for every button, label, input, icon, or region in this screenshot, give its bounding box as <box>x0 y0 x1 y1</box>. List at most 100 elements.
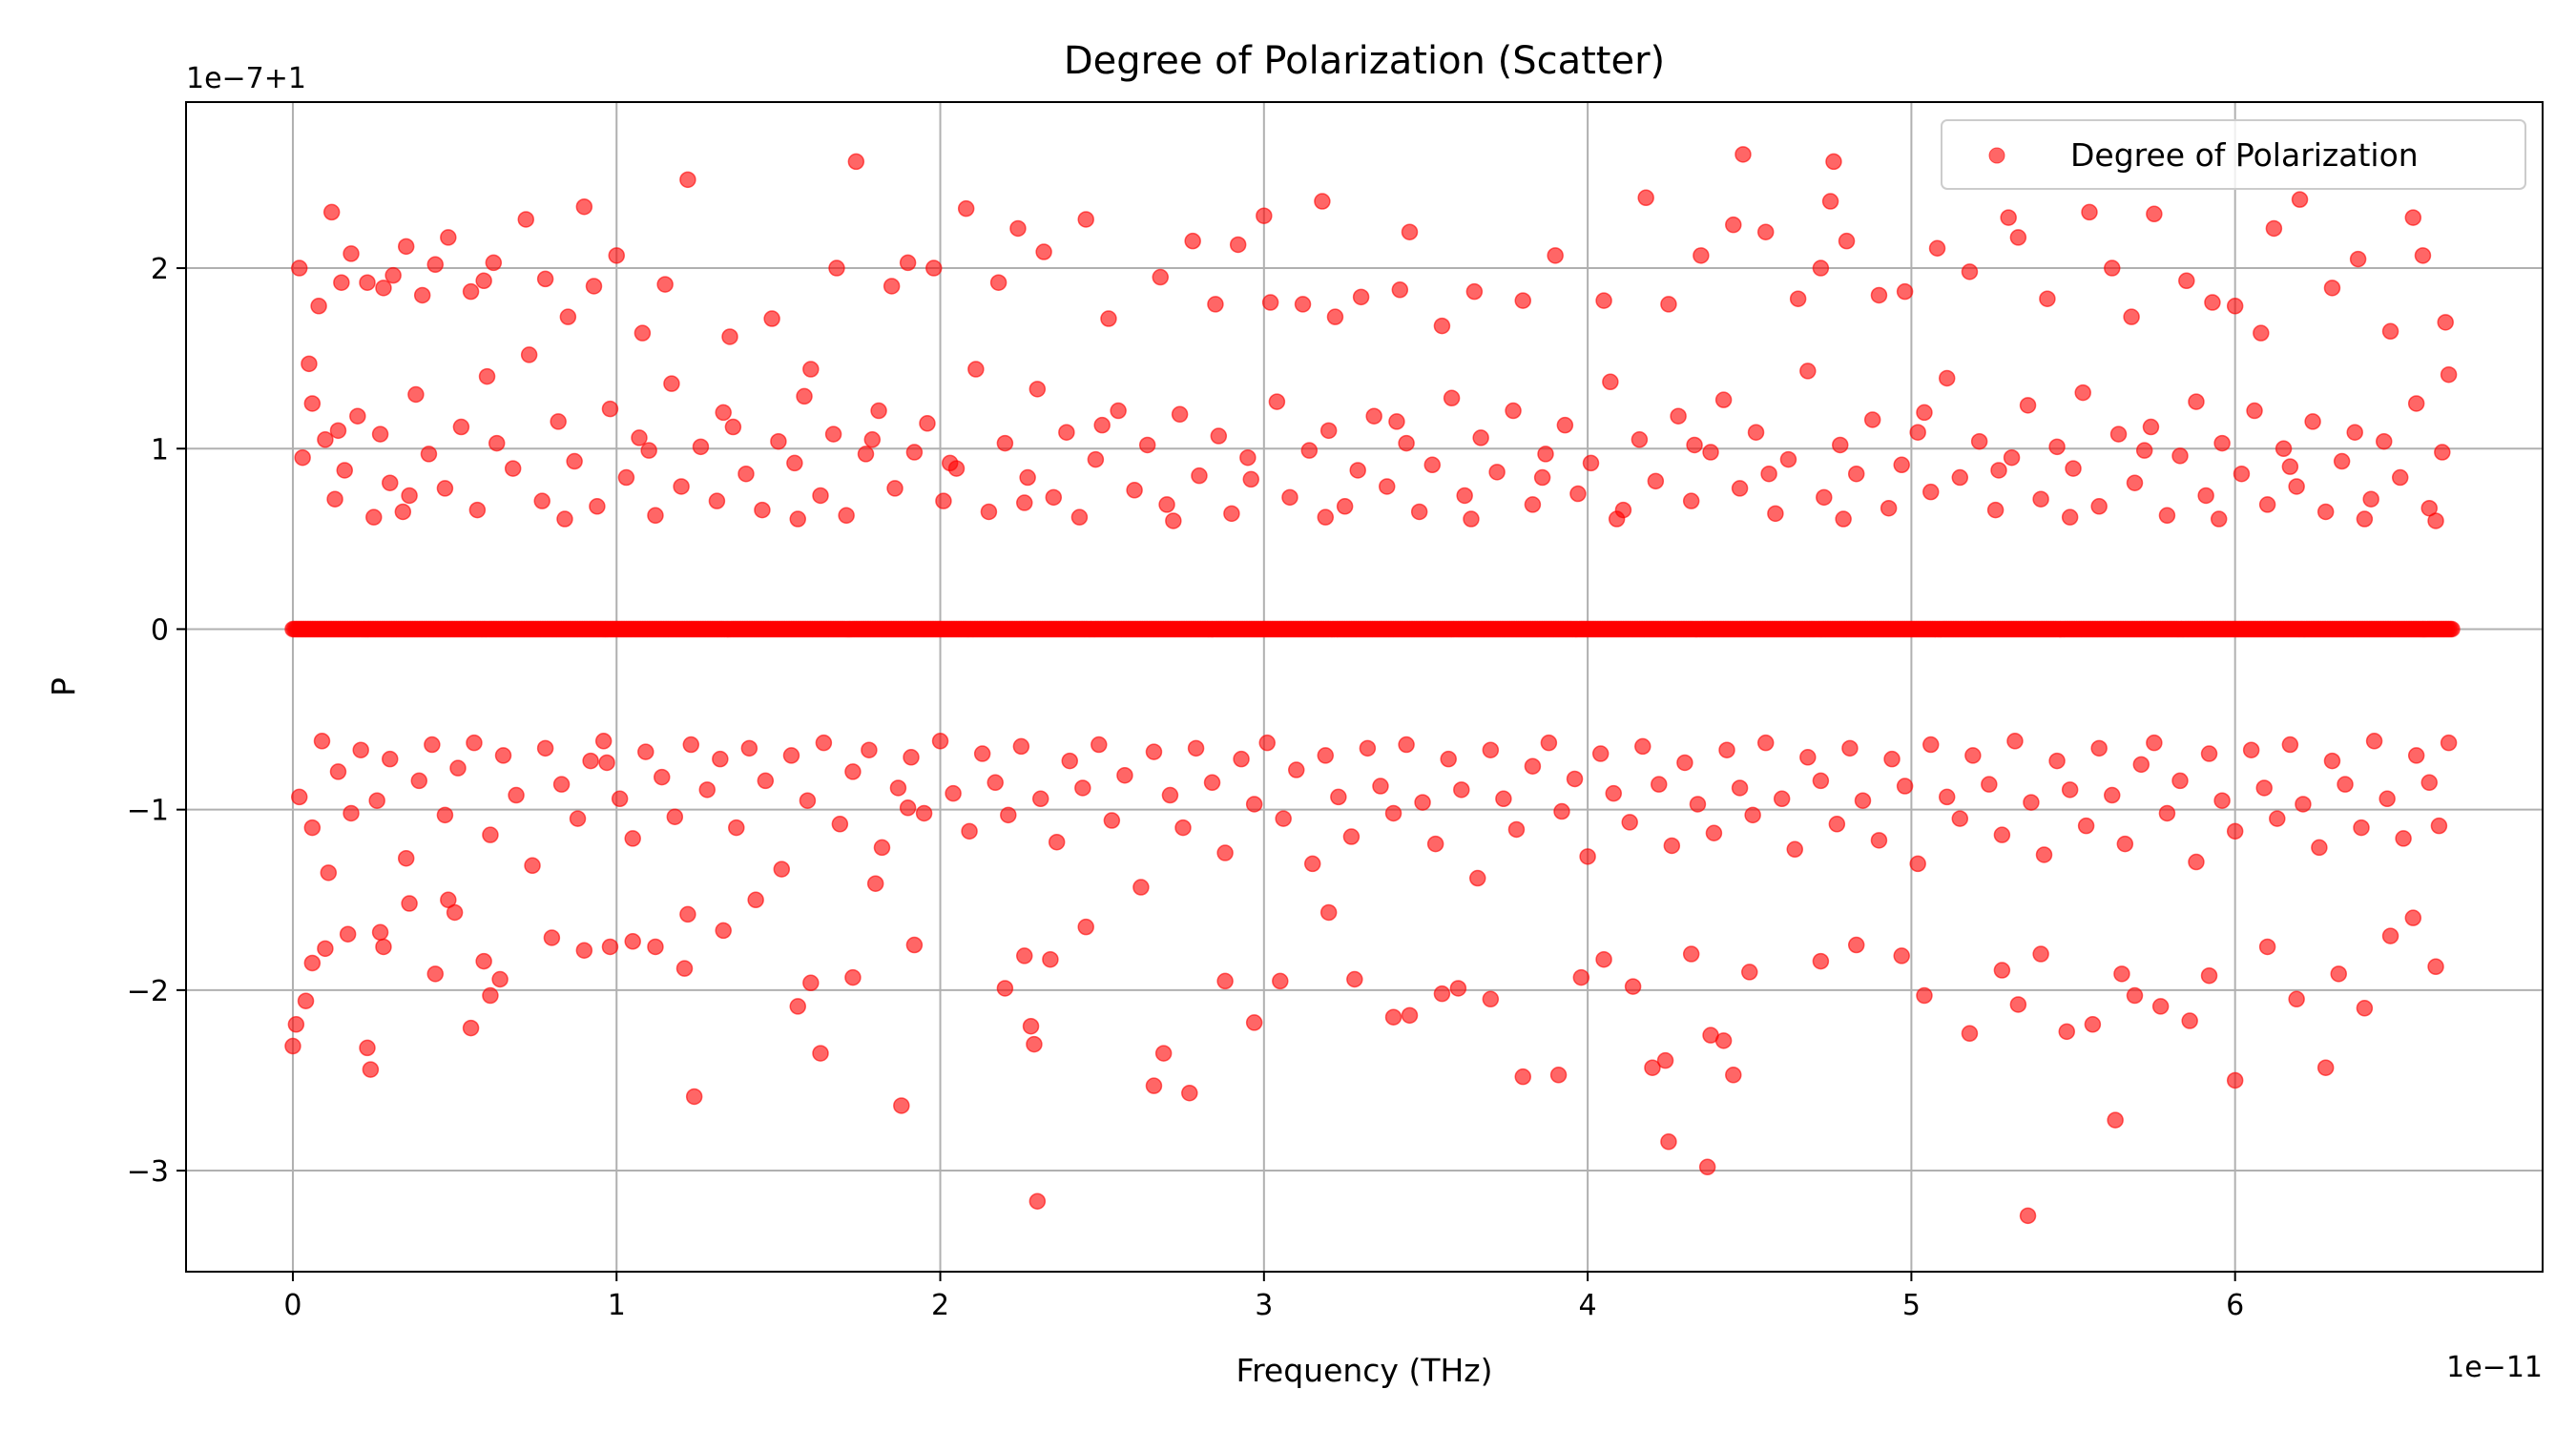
data-point <box>2126 986 2144 1005</box>
data-point <box>967 361 985 378</box>
data-point <box>2395 830 2412 847</box>
data-point <box>2420 774 2438 792</box>
data-point <box>889 779 907 797</box>
data-point <box>1330 788 1347 806</box>
data-point <box>2316 1059 2335 1076</box>
data-point <box>1799 363 1817 380</box>
data-point <box>2039 290 2056 307</box>
data-point <box>1579 848 1596 865</box>
data-point <box>1398 434 1415 452</box>
data-point <box>1000 806 1017 824</box>
data-point <box>1533 468 1551 487</box>
data-point <box>436 480 454 497</box>
data-point <box>1352 288 1370 306</box>
data-point <box>1223 505 1240 523</box>
data-point <box>789 998 806 1015</box>
data-point <box>1993 826 2011 843</box>
data-point <box>2414 247 2432 264</box>
data-point <box>961 822 978 840</box>
data-point <box>1216 844 1234 861</box>
data-point <box>1242 470 1259 488</box>
data-point <box>1756 734 1775 752</box>
data-point <box>2226 1071 2244 1089</box>
data-point <box>2048 752 2066 770</box>
data-point <box>359 1039 376 1057</box>
data-point <box>2009 229 2027 246</box>
data-point <box>2132 756 2150 774</box>
data-point <box>1682 945 1700 963</box>
data-point <box>973 745 991 762</box>
data-point <box>656 276 674 293</box>
data-point <box>1854 792 1872 809</box>
data-point <box>1317 747 1335 764</box>
data-point <box>1191 467 1208 485</box>
data-point <box>2427 512 2444 529</box>
data-point <box>1372 778 1389 795</box>
data-point <box>1042 950 1059 968</box>
data-point <box>2123 308 2140 325</box>
data-point <box>685 1088 703 1106</box>
data-point <box>1916 986 1933 1005</box>
data-point <box>905 936 924 954</box>
data-point <box>844 763 862 780</box>
data-point <box>2188 853 2205 871</box>
data-point <box>987 774 1004 792</box>
data-point <box>1951 468 1969 487</box>
data-point <box>2158 804 2176 822</box>
data-point <box>1896 778 1914 795</box>
data-point <box>925 259 943 277</box>
data-point <box>384 266 402 284</box>
data-point <box>336 462 353 479</box>
data-point <box>899 254 917 272</box>
data-point <box>1019 468 1036 487</box>
data-point <box>359 274 376 291</box>
data-point <box>303 954 322 972</box>
y-tick-label: −1 <box>127 795 169 828</box>
data-point <box>322 203 341 221</box>
data-point <box>989 274 1008 291</box>
data-point <box>1261 294 1279 311</box>
data-point <box>770 432 787 450</box>
data-point <box>1349 462 1366 479</box>
data-point <box>903 749 920 766</box>
data-point <box>1165 512 1182 529</box>
data-point <box>2032 945 2049 963</box>
data-point <box>1288 761 1305 778</box>
data-point <box>491 970 509 988</box>
data-point <box>1896 282 1914 301</box>
data-point <box>1423 456 1441 474</box>
data-point <box>533 492 551 509</box>
data-point <box>2258 496 2276 513</box>
data-point <box>371 425 389 443</box>
data-point <box>1488 464 1506 481</box>
data-point <box>333 274 350 291</box>
data-point <box>1384 804 1402 822</box>
data-point <box>1346 970 1363 988</box>
data-point <box>2035 846 2053 863</box>
data-point <box>401 895 418 912</box>
data-point <box>1572 968 1590 986</box>
data-point <box>2265 219 2283 238</box>
data-point <box>462 1019 480 1037</box>
data-point <box>2407 747 2425 764</box>
y-tick-label: 2 <box>151 253 169 286</box>
data-point <box>1258 734 1276 752</box>
data-point <box>728 819 745 837</box>
axis-ticks: 0 1 2 3 4 5 6 −3 −2 −1 0 1 2 <box>127 253 2244 1322</box>
data-point <box>873 839 891 857</box>
data-point <box>466 734 483 752</box>
data-point <box>2171 772 2189 790</box>
data-point <box>310 298 327 315</box>
data-point <box>1463 510 1480 528</box>
data-point <box>284 1037 301 1055</box>
data-point <box>329 763 347 780</box>
data-point <box>1714 1032 1733 1049</box>
data-point <box>1634 737 1652 756</box>
data-point <box>2391 468 2409 487</box>
data-point <box>1028 1192 1047 1210</box>
data-point <box>343 804 360 822</box>
data-point <box>2061 508 2079 526</box>
data-point <box>1245 1014 1263 1031</box>
data-point <box>708 492 726 509</box>
